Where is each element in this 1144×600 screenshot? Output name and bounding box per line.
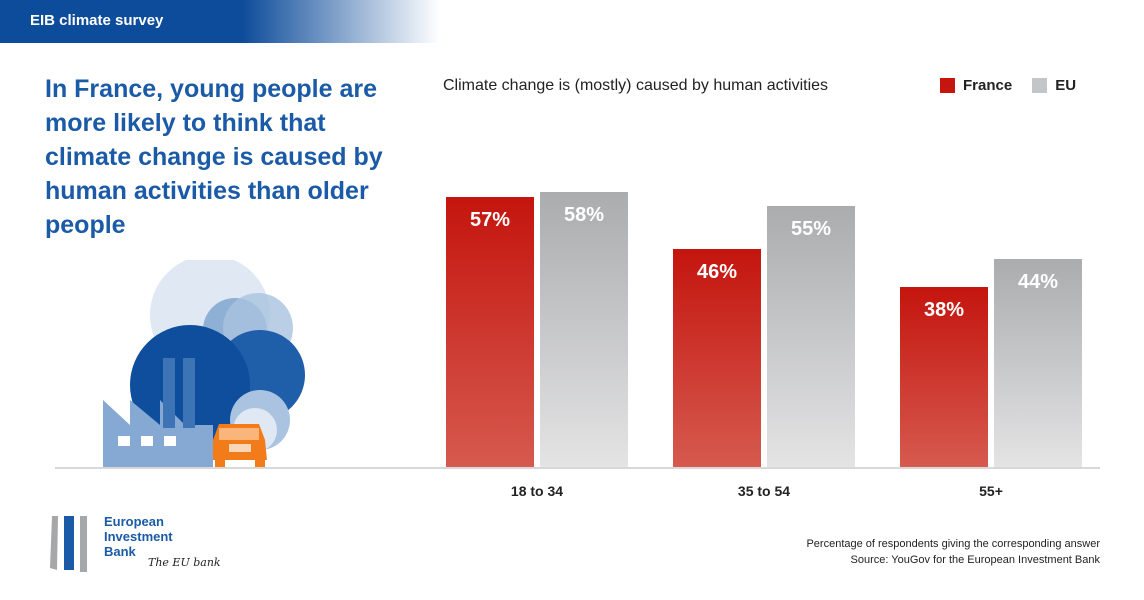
eib-logo-mark xyxy=(50,516,87,572)
bar-france-0 xyxy=(446,196,534,468)
header-title: EIB climate survey xyxy=(30,12,164,29)
legend-swatch-france xyxy=(940,78,955,93)
header-banner: EIB climate survey xyxy=(0,0,440,43)
source: Source: YouGov for the European Investme… xyxy=(850,554,1101,566)
legend: France EU xyxy=(940,77,1076,94)
footnote: Percentage of respondents giving the cor… xyxy=(806,538,1100,550)
data-label: 44% xyxy=(1017,270,1059,293)
headline: In France, young people are more likely … xyxy=(45,75,383,239)
car-icon xyxy=(213,424,267,467)
data-label: 58% xyxy=(563,203,605,226)
bar-france-1 xyxy=(673,249,761,468)
legend-label-france: France xyxy=(963,77,1013,94)
data-label: 46% xyxy=(696,261,738,284)
data-label: 57% xyxy=(469,208,511,231)
x-axis xyxy=(55,467,1100,469)
data-label: 55% xyxy=(790,218,832,241)
bar-eu-1 xyxy=(767,206,855,468)
factory-illustration xyxy=(103,260,305,468)
legend-swatch-eu xyxy=(1032,78,1048,93)
bar-eu-2 xyxy=(994,258,1082,468)
factory-icon xyxy=(103,400,213,468)
data-label: 38% xyxy=(923,299,965,322)
eib-tagline: The EU bank xyxy=(148,556,221,569)
eib-logo-text: European Investment Bank xyxy=(104,514,173,559)
category-label: 55+ xyxy=(979,483,1003,499)
bar-eu-0 xyxy=(540,191,628,468)
category-label: 18 to 34 xyxy=(510,483,564,499)
footer-notes: Percentage of respondents giving the cor… xyxy=(806,536,1100,568)
chart-title: Climate change is (mostly) caused by hum… xyxy=(443,77,829,94)
legend-label-eu: EU xyxy=(1055,77,1077,94)
category-label: 35 to 54 xyxy=(737,483,791,499)
bar-france-2 xyxy=(900,287,988,468)
